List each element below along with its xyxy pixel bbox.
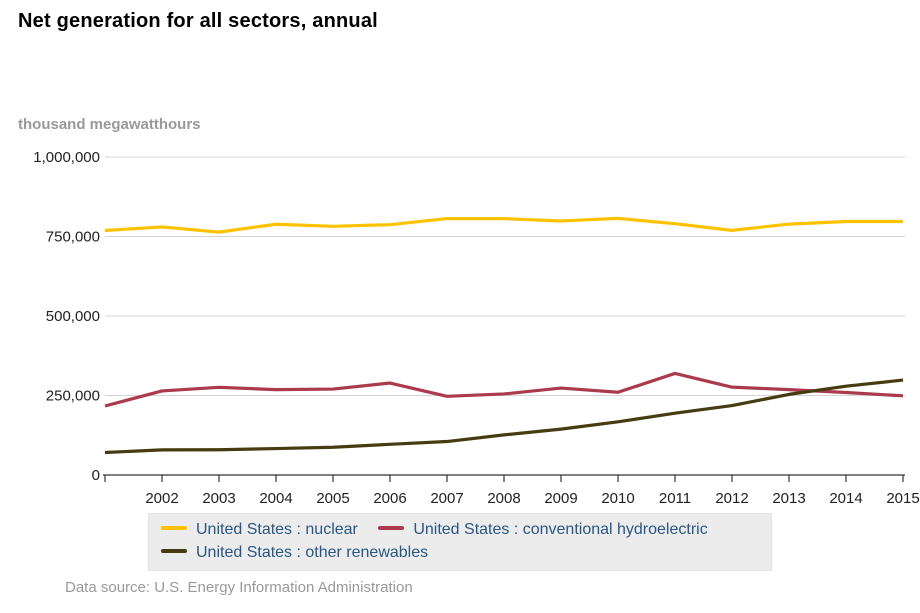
legend-swatch-other-renewables-icon <box>161 548 187 553</box>
x-tick-label: 2013 <box>772 490 805 507</box>
x-tick-label: 2005 <box>316 490 349 507</box>
y-axis-labels: 0 250,000 500,000 750,000 1,000,000 <box>33 149 100 484</box>
x-tick-label: 2012 <box>715 490 748 507</box>
x-tick-label: 2009 <box>544 490 577 507</box>
legend-item-hydroelectric[interactable]: United States : conventional hydroelectr… <box>378 518 708 541</box>
y-tick-label: 500,000 <box>46 308 100 325</box>
legend: United States : nuclear United States : … <box>148 513 772 571</box>
x-tick-label: 2003 <box>202 490 235 507</box>
y-tick-label: 250,000 <box>46 388 100 405</box>
legend-label-nuclear: United States : nuclear <box>196 521 358 538</box>
page-title: Net generation for all sectors, annual <box>18 10 378 32</box>
series-line-2 <box>104 378 904 455</box>
legend-item-nuclear[interactable]: United States : nuclear <box>161 518 358 541</box>
y-tick-label: 0 <box>92 467 100 484</box>
legend-row-1: United States : nuclear United States : … <box>161 518 763 541</box>
series-line-1 <box>104 371 904 408</box>
legend-label-other-renewables: United States : other renewables <box>196 544 429 561</box>
legend-swatch-nuclear-icon <box>161 525 187 530</box>
x-tick-label: 2010 <box>601 490 634 507</box>
gridlines <box>105 156 905 396</box>
x-tick-label: 2014 <box>829 490 862 507</box>
legend-swatch-hydroelectric-icon <box>378 525 405 530</box>
y-tick-label: 1,000,000 <box>33 149 100 166</box>
y-tick-label: 750,000 <box>46 229 100 246</box>
series-line-0 <box>104 216 904 234</box>
x-tick-label: 2015 <box>886 490 919 507</box>
x-tick-label: 2007 <box>430 490 463 507</box>
x-tick-label: 2011 <box>659 490 691 507</box>
legend-row-2: United States : other renewables <box>161 541 763 564</box>
data-source-text: Data source: U.S. Energy Information Adm… <box>65 579 413 596</box>
legend-label-hydroelectric: United States : conventional hydroelectr… <box>413 521 708 538</box>
x-tick-label: 2006 <box>373 490 406 507</box>
x-axis-labels: 2002 2003 2004 2005 2006 2007 2008 2009 2010 2011… <box>145 490 919 507</box>
legend-item-other-renewables[interactable]: United States : other renewables <box>161 541 428 564</box>
x-tick-label: 2002 <box>145 490 178 507</box>
x-tick-label: 2004 <box>259 490 292 507</box>
x-axis <box>103 474 905 482</box>
x-tick-label: 2008 <box>487 490 520 507</box>
y-axis-unit-label: thousand megawatthours <box>18 116 201 133</box>
